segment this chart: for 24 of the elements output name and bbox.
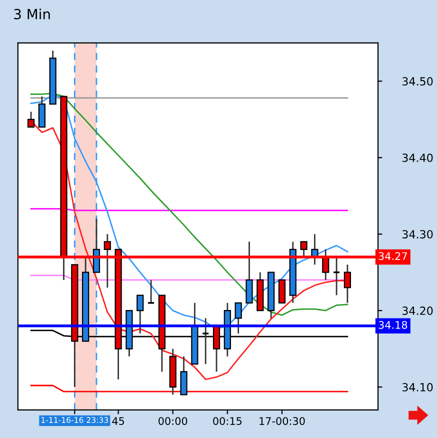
candlestick (38, 96, 46, 128)
candlestick (278, 279, 286, 304)
candlestick (300, 241, 308, 258)
y-tick-label: 34.10 (402, 383, 433, 392)
candlestick (27, 111, 35, 128)
y-tick-label: 34.50 (402, 77, 433, 86)
candlestick (234, 302, 242, 334)
ref-line-label: 34.27 (378, 252, 407, 260)
x-tick-label: 00:15 (213, 417, 242, 425)
y-tick-label: 34.30 (402, 230, 433, 238)
candlestick (332, 256, 340, 296)
x-tick-label: 17-00:30 (260, 417, 305, 425)
x-tick-label: 00:00 (158, 417, 188, 425)
y-tick-label: 34.20 (402, 306, 433, 315)
candlestick (147, 279, 155, 304)
candlestick (136, 294, 144, 334)
ref-line-label: 34.18 (378, 320, 408, 329)
chart-title: 3 Min (14, 8, 50, 20)
candlestick (104, 233, 111, 288)
x-tick-label: 45 (112, 417, 124, 425)
candlestick (344, 264, 352, 304)
candlestick (246, 241, 253, 304)
y-tick-label: 34.40 (402, 154, 433, 162)
candlestick (180, 356, 188, 396)
